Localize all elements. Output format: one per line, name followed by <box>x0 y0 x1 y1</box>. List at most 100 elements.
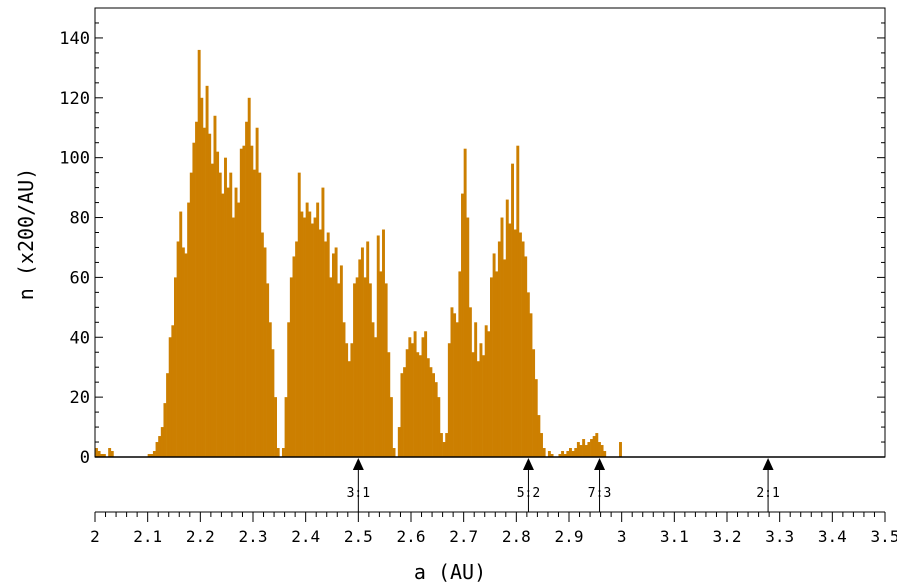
histogram-bar <box>174 277 177 457</box>
y-tick-label: 20 <box>70 388 90 408</box>
histogram-bar <box>355 277 359 457</box>
histogram-bar <box>218 172 222 457</box>
histogram-bar <box>505 199 509 457</box>
histogram-bar <box>461 193 464 457</box>
histogram-bar <box>561 451 565 457</box>
histogram-bar <box>466 217 470 457</box>
histogram-bar <box>526 292 530 457</box>
histogram-bar <box>226 187 230 457</box>
x-tick-label: 2.6 <box>397 527 426 546</box>
histogram-bar <box>468 307 472 457</box>
x-tick-label: 2.5 <box>344 527 373 546</box>
histogram-bar <box>490 277 493 457</box>
histogram-bar <box>260 232 264 457</box>
histogram-bar <box>205 85 209 457</box>
histogram-bar <box>287 322 291 457</box>
histogram-bar <box>540 433 543 457</box>
histogram-bar <box>405 349 409 457</box>
histogram-bar <box>342 322 346 457</box>
histogram-bar <box>434 382 438 457</box>
histogram-bar <box>603 451 607 457</box>
histogram-bar <box>521 241 525 457</box>
histogram-bar <box>110 451 114 457</box>
histogram-bar <box>403 367 407 457</box>
x-tick-label: 2.3 <box>239 527 268 546</box>
histogram-bar <box>250 145 254 457</box>
histogram-bar <box>550 454 554 457</box>
histogram-bar <box>439 433 443 457</box>
histogram-bar <box>389 397 393 457</box>
histogram-bar <box>358 259 362 457</box>
histogram-bar <box>158 436 162 457</box>
histogram-bar <box>152 451 156 457</box>
histogram-bar <box>268 322 272 457</box>
x-tick-label: 3.5 <box>871 527 897 546</box>
histogram-bar <box>181 247 185 457</box>
x-tick-label: 3.3 <box>765 527 794 546</box>
histogram-bar <box>532 349 536 457</box>
histogram-bar <box>387 352 391 457</box>
histogram-bar <box>450 307 454 457</box>
histogram-bar <box>384 283 388 457</box>
histogram-bar <box>368 283 372 457</box>
histogram-bar <box>400 373 404 457</box>
histogram-bar <box>416 352 420 457</box>
histogram-bar <box>305 202 309 457</box>
resonance-arrow <box>762 458 774 470</box>
histogram-bar <box>316 202 320 457</box>
histogram-bar <box>163 403 167 457</box>
histogram-bar <box>411 343 414 457</box>
histogram-bar <box>297 172 301 457</box>
histogram-bar <box>274 397 277 457</box>
histogram-bar <box>229 172 233 457</box>
histogram-bar <box>547 451 551 457</box>
histogram-bar <box>392 448 396 457</box>
histogram-bar <box>397 427 401 457</box>
resonance-arrow <box>594 458 606 470</box>
histogram-bar <box>245 121 249 457</box>
histogram-bar <box>258 172 262 457</box>
x-tick-label: 2.8 <box>502 527 531 546</box>
histogram-bar <box>289 277 293 457</box>
histogram-bar <box>303 217 306 457</box>
histogram-bar <box>590 439 593 457</box>
y-axis-title: n (x200/AU) <box>14 168 38 300</box>
histogram-bar <box>337 283 341 457</box>
y-tick-label: 60 <box>70 268 90 288</box>
bars-group <box>95 49 622 458</box>
histogram-bar <box>160 427 164 457</box>
histogram-bar <box>455 322 459 457</box>
histogram-bar <box>516 145 520 457</box>
histogram-bar <box>239 148 243 457</box>
x-tick-label: 2.4 <box>291 527 320 546</box>
histogram-bar <box>476 361 480 457</box>
histogram-bar <box>597 442 601 457</box>
histogram-bar <box>426 358 430 457</box>
histogram-bar <box>371 322 375 457</box>
histogram-bar <box>524 256 528 457</box>
histogram-bar <box>513 229 517 457</box>
histogram-bar <box>221 193 225 457</box>
histogram-bar <box>584 445 588 457</box>
histogram-bar <box>176 241 180 457</box>
histogram-bar <box>102 454 106 457</box>
x-tick-label: 2.7 <box>449 527 478 546</box>
histogram-bar <box>569 448 572 457</box>
histogram-bar <box>147 454 151 457</box>
histogram-bar <box>313 217 317 457</box>
histogram-bar <box>474 322 478 457</box>
histogram-bar <box>100 454 104 457</box>
histogram-bar <box>350 343 354 457</box>
histogram-bar <box>484 325 488 457</box>
histogram-bar <box>571 451 575 457</box>
histogram-bar <box>97 451 101 457</box>
histogram-bar <box>437 397 441 457</box>
histogram-bar <box>295 241 299 457</box>
histogram-bar <box>195 121 198 457</box>
histogram-bar <box>332 253 335 457</box>
histogram-bar <box>500 217 504 457</box>
histogram-bar <box>408 337 412 457</box>
histogram-bar <box>271 349 275 457</box>
histogram-bar <box>432 373 435 457</box>
